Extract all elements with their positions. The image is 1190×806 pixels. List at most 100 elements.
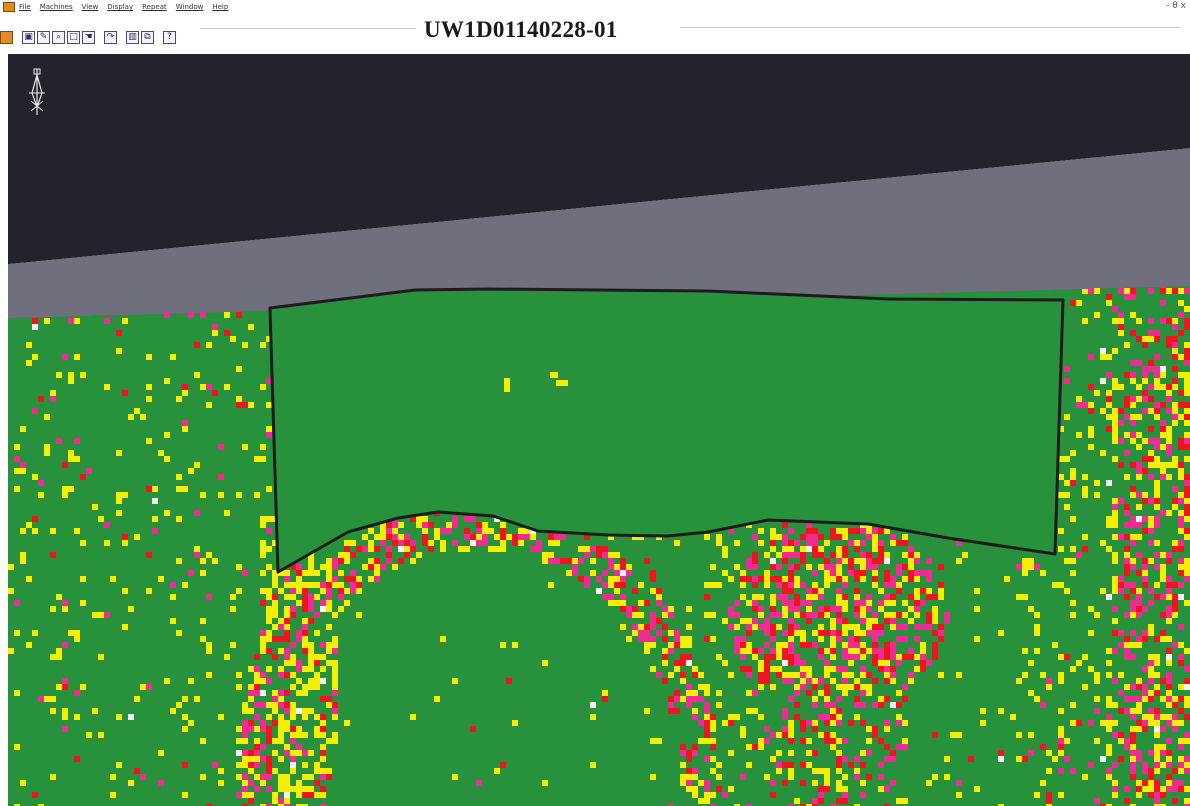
3d-viewport[interactable] [8,54,1190,806]
indication-pixel [728,528,734,534]
indication-pixel [1058,582,1064,588]
help-pointer-icon[interactable]: ? [163,30,176,44]
indication-pixel [812,678,818,684]
indication-pixel [914,600,920,606]
indication-pixel [344,540,350,546]
indication-pixel [494,534,500,540]
indication-pixel [878,702,884,708]
indication-pixel [500,546,506,552]
columns-icon[interactable]: ▥ [126,30,139,44]
indication-pixel [116,450,122,456]
indication-pixel [956,732,962,738]
indication-pixel [68,378,74,384]
indication-pixel [260,774,266,780]
indication-pixel [230,642,236,648]
indication-pixel [1100,540,1106,546]
indication-pixel [818,606,824,612]
indication-pixel [770,606,776,612]
indication-pixel [1166,636,1172,642]
rotate-icon[interactable]: ↷ [104,30,117,44]
menu-repeat[interactable]: Repeat [142,3,167,11]
indication-pixel [1160,804,1166,806]
indication-pixel [242,738,248,744]
indication-pixel [854,588,860,594]
indication-pixel [836,684,842,690]
menu-machines[interactable]: Machines [39,3,73,11]
scan-visualization[interactable] [8,54,1190,806]
indication-pixel [1040,672,1046,678]
indication-pixel [350,576,356,582]
indication-pixel [860,762,866,768]
window-controls[interactable]: - θ x [1166,1,1186,11]
menu-file[interactable]: File [19,3,31,11]
indication-pixel [842,648,848,654]
indication-pixel [1112,426,1118,432]
select-icon[interactable]: ▣ [22,30,35,44]
indication-pixel [518,528,524,534]
indication-pixel [932,648,938,654]
indication-pixel [674,666,680,672]
indication-pixel [272,750,278,756]
indication-pixel [1154,414,1160,420]
indication-pixel [884,804,890,806]
indication-pixel [242,726,248,732]
indication-pixel [428,522,434,528]
menu-view[interactable]: View [81,3,99,11]
indication-pixel [1160,468,1166,474]
indication-pixel [1184,372,1190,378]
indication-pixel [302,630,308,636]
indication-pixel [974,786,980,792]
indication-pixel [704,780,710,786]
copy-icon[interactable]: ⧉ [141,30,154,44]
indication-pixel [1154,378,1160,384]
indication-pixel [254,678,260,684]
indication-pixel [302,792,308,798]
indication-pixel [1106,546,1112,552]
zoom-window-icon[interactable]: □ [67,30,80,44]
app-logo-icon[interactable] [3,2,15,12]
indication-pixel [854,528,860,534]
indication-pixel [1172,786,1178,792]
indication-pixel [866,750,872,756]
indication-pixel [1160,762,1166,768]
indication-pixel [278,618,284,624]
indication-pixel [794,672,800,678]
indication-pixel [80,474,86,480]
indication-pixel [902,564,908,570]
pan-icon[interactable]: ☚ [82,30,95,44]
indication-pixel [872,660,878,666]
indication-pixel [308,558,314,564]
indication-pixel [1100,378,1106,384]
indication-pixel [698,696,704,702]
indication-pixel [1154,336,1160,342]
indication-pixel [32,354,38,360]
indication-pixel [62,354,68,360]
indication-pixel [1106,714,1112,720]
indication-pixel [260,342,266,348]
indication-pixel [476,522,482,528]
indication-pixel [836,606,842,612]
indication-pixel [884,666,890,672]
indication-pixel [908,678,914,684]
edit-icon[interactable]: ✎ [37,30,50,44]
indication-pixel [950,732,956,738]
app-orange-icon[interactable] [0,30,13,44]
indication-pixel [1064,414,1070,420]
indication-pixel [728,720,734,726]
indication-pixel [896,540,902,546]
indication-pixel [770,666,776,672]
indication-pixel [1028,732,1034,738]
indication-pixel [1094,672,1100,678]
zoom-in-icon[interactable]: ⌕ [52,30,65,44]
indication-pixel [686,768,692,774]
menu-help[interactable]: Help [212,3,229,11]
indication-pixel [452,678,458,684]
indication-pixel [1178,390,1184,396]
indication-pixel [1160,678,1166,684]
menu-window[interactable]: Window [175,3,204,11]
menu-display[interactable]: Display [107,3,134,11]
indication-pixel [1184,474,1190,480]
inspection-region-outline[interactable] [268,287,1065,574]
indication-pixel [1178,684,1184,690]
indication-pixel [788,660,794,666]
